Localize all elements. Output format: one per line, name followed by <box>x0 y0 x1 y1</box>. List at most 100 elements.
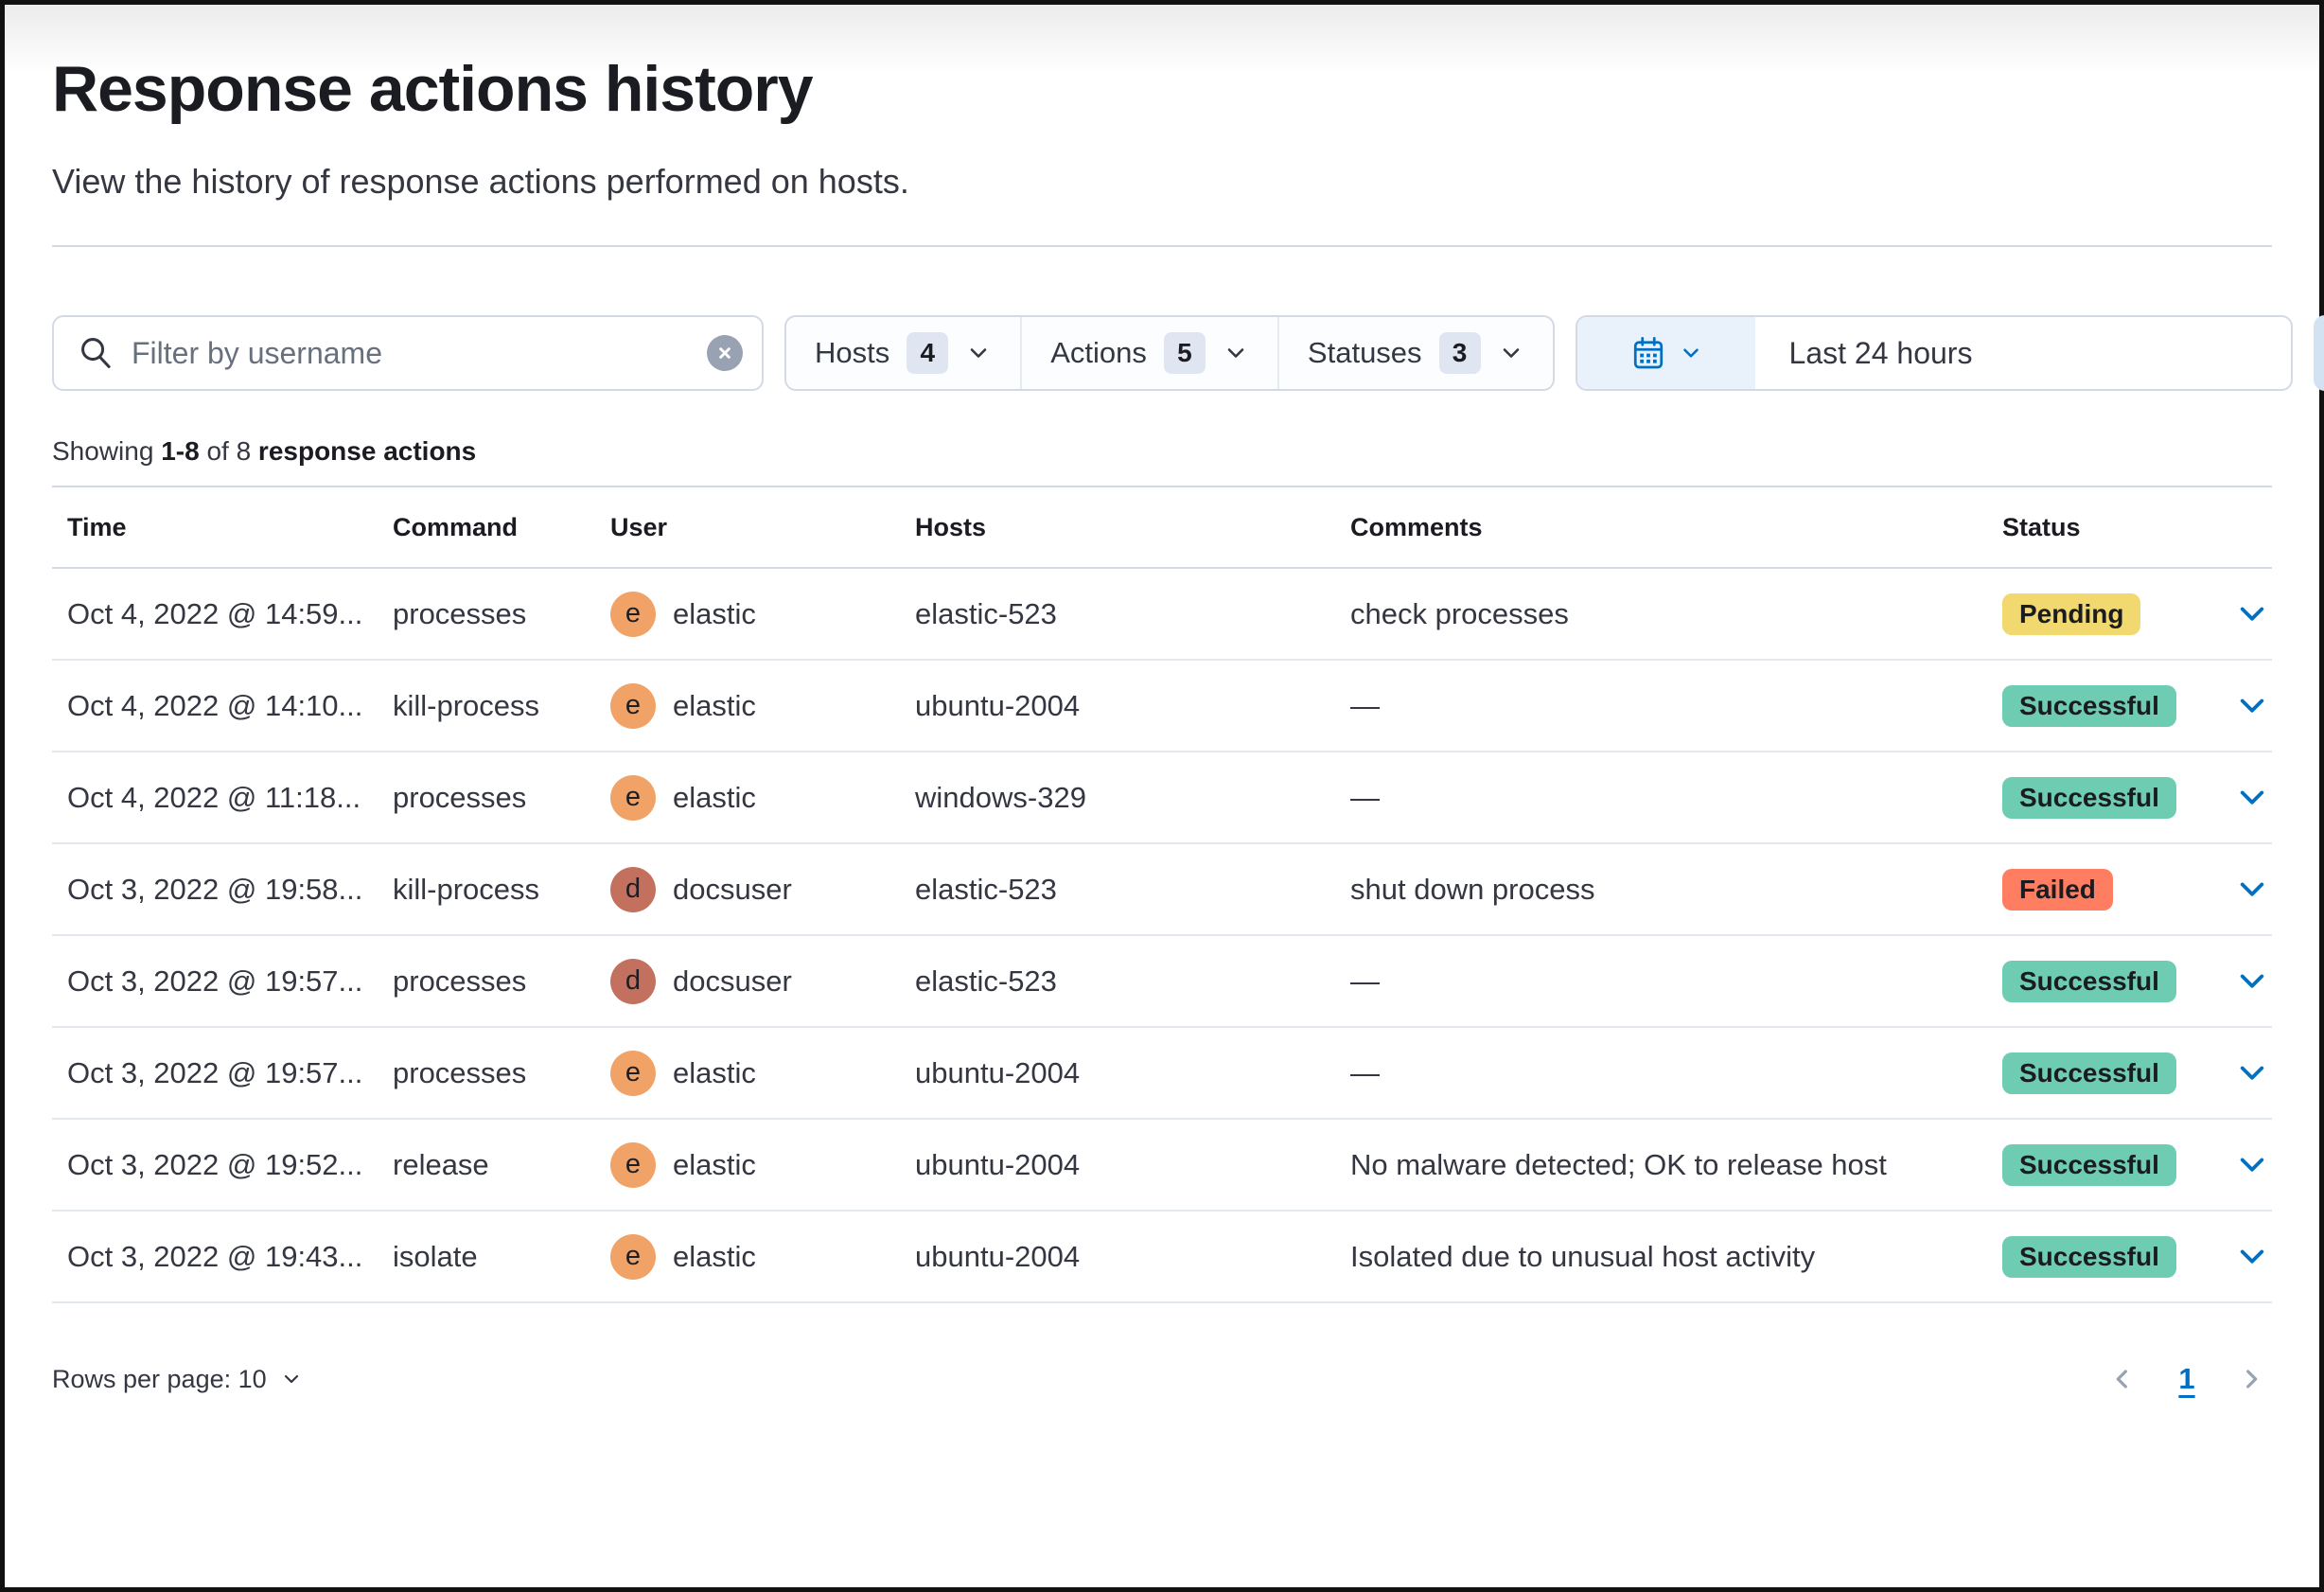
expand-row-button[interactable] <box>2226 588 2272 641</box>
filter-hosts-button[interactable]: Hosts 4 <box>786 317 1020 389</box>
cell-command: processes <box>393 596 527 630</box>
summary-range: 1-8 <box>161 436 200 466</box>
column-header-status: Status <box>2002 512 2081 541</box>
cell-expander <box>2210 771 2272 824</box>
chevron-down-icon <box>2240 1249 2264 1264</box>
filter-actions-label: Actions <box>1050 336 1147 369</box>
status-badge: Failed <box>2002 868 2113 911</box>
user-avatar: d <box>610 866 656 912</box>
user-name: elastic <box>673 1147 756 1181</box>
expand-row-button[interactable] <box>2226 1230 2272 1283</box>
cell-expander <box>2210 863 2272 916</box>
expand-row-button[interactable] <box>2226 680 2272 733</box>
chevron-down-icon <box>2240 882 2264 896</box>
table-footer: Rows per page: 10 1 <box>52 1358 2272 1400</box>
cell-time: Oct 3, 2022 @ 19:57... <box>67 964 363 998</box>
status-badge: Successful <box>2002 1052 2176 1094</box>
chevron-left-icon <box>2116 1370 2127 1389</box>
user-avatar: e <box>610 1050 656 1096</box>
cell-user: d docsuser <box>595 958 900 1004</box>
expand-row-button[interactable] <box>2226 771 2272 824</box>
rows-per-page-button[interactable]: Rows per page: 10 <box>52 1365 303 1394</box>
user-name: elastic <box>673 1055 756 1089</box>
column-header-comments: Comments <box>1350 512 1483 541</box>
cell-status: Successful <box>1987 1052 2210 1094</box>
response-actions-table: Time Command User Hosts Comments Status … <box>52 486 2272 1303</box>
filter-statuses-count-badge: 3 <box>1438 332 1481 374</box>
cell-comments: Isolated due to unusual host activity <box>1350 1239 1816 1273</box>
column-header-user: User <box>610 512 668 541</box>
cell-command: isolate <box>393 1239 478 1273</box>
cell-expander <box>2210 588 2272 641</box>
rows-per-page-label: Rows per page: 10 <box>52 1364 267 1393</box>
cell-comments: — <box>1350 780 1380 814</box>
calendar-icon <box>1633 337 1663 369</box>
table-row: Oct 3, 2022 @ 19:58... kill-process d do… <box>52 844 2272 936</box>
table-body: Oct 4, 2022 @ 14:59... processes e elast… <box>52 569 2272 1303</box>
column-header-hosts: Hosts <box>915 512 987 541</box>
user-name: docsuser <box>673 872 792 906</box>
user-avatar: e <box>610 774 656 821</box>
expand-row-button[interactable] <box>2226 1047 2272 1100</box>
cell-hosts: ubuntu-2004 <box>915 1239 1081 1273</box>
next-page-button[interactable] <box>2230 1358 2272 1400</box>
cell-command: processes <box>393 964 527 998</box>
expand-row-button[interactable] <box>2226 955 2272 1008</box>
cell-status: Successful <box>1987 1235 2210 1278</box>
status-badge: Successful <box>2002 1235 2176 1278</box>
status-badge: Pending <box>2002 593 2141 635</box>
status-badge: Successful <box>2002 1143 2176 1186</box>
cell-hosts: elastic-523 <box>915 872 1057 906</box>
date-range-value[interactable]: Last 24 hours <box>1755 317 2291 389</box>
summary-subject: response actions <box>257 436 477 466</box>
cell-user: e elastic <box>595 682 900 729</box>
pagination: 1 <box>2102 1358 2272 1400</box>
table-row: Oct 4, 2022 @ 11:18... processes e elast… <box>52 752 2272 844</box>
cell-expander <box>2210 955 2272 1008</box>
status-badge: Successful <box>2002 776 2176 819</box>
cell-hosts: ubuntu-2004 <box>915 1055 1081 1089</box>
filter-statuses-button[interactable]: Statuses 3 <box>1276 317 1553 389</box>
page-title: Response actions history <box>52 53 814 125</box>
cell-status: Failed <box>1987 868 2210 911</box>
chevron-down-icon <box>2240 607 2264 621</box>
cell-expander <box>2210 1230 2272 1283</box>
search-input[interactable] <box>52 315 764 391</box>
cell-user: e elastic <box>595 591 900 637</box>
cell-command: processes <box>393 1055 527 1089</box>
cell-time: Oct 3, 2022 @ 19:52... <box>67 1147 363 1181</box>
expand-row-button[interactable] <box>2226 1139 2272 1192</box>
cell-time: Oct 3, 2022 @ 19:43... <box>67 1239 363 1273</box>
cell-time: Oct 3, 2022 @ 19:58... <box>67 872 363 906</box>
expand-row-button[interactable] <box>2226 863 2272 916</box>
filter-actions-button[interactable]: Actions 5 <box>1020 317 1277 389</box>
chevron-down-icon <box>2240 790 2264 805</box>
cell-comments: shut down process <box>1350 872 1595 906</box>
previous-page-button[interactable] <box>2102 1358 2143 1400</box>
user-name: elastic <box>673 1239 756 1273</box>
cell-hosts: elastic-523 <box>915 596 1057 630</box>
chevron-down-icon <box>2240 699 2264 713</box>
column-header-command: Command <box>393 512 519 541</box>
cell-time: Oct 3, 2022 @ 19:57... <box>67 1055 363 1089</box>
date-picker-quick-menu-button[interactable] <box>1576 317 1755 389</box>
cell-time: Oct 4, 2022 @ 14:59... <box>67 596 363 630</box>
status-badge: Successful <box>2002 684 2176 727</box>
cell-expander <box>2210 1047 2272 1100</box>
cell-status: Pending <box>1987 593 2210 635</box>
user-name: elastic <box>673 596 756 630</box>
table-row: Oct 4, 2022 @ 14:10... kill-process e el… <box>52 661 2272 752</box>
page-number-button[interactable]: 1 <box>2166 1358 2208 1400</box>
cell-user: e elastic <box>595 774 900 821</box>
cell-command: release <box>393 1147 489 1181</box>
cell-command: kill-process <box>393 688 540 722</box>
user-name: elastic <box>673 688 756 722</box>
clear-search-button[interactable] <box>707 335 743 371</box>
cell-comments: No malware detected; OK to release host <box>1350 1147 1887 1181</box>
cell-status: Successful <box>1987 1143 2210 1186</box>
refresh-button[interactable] <box>2313 315 2324 391</box>
user-name: docsuser <box>673 964 792 998</box>
table-row: Oct 4, 2022 @ 14:59... processes e elast… <box>52 569 2272 661</box>
cell-time: Oct 4, 2022 @ 14:10... <box>67 688 363 722</box>
response-actions-page: Response actions history View the histor… <box>5 52 2324 1400</box>
